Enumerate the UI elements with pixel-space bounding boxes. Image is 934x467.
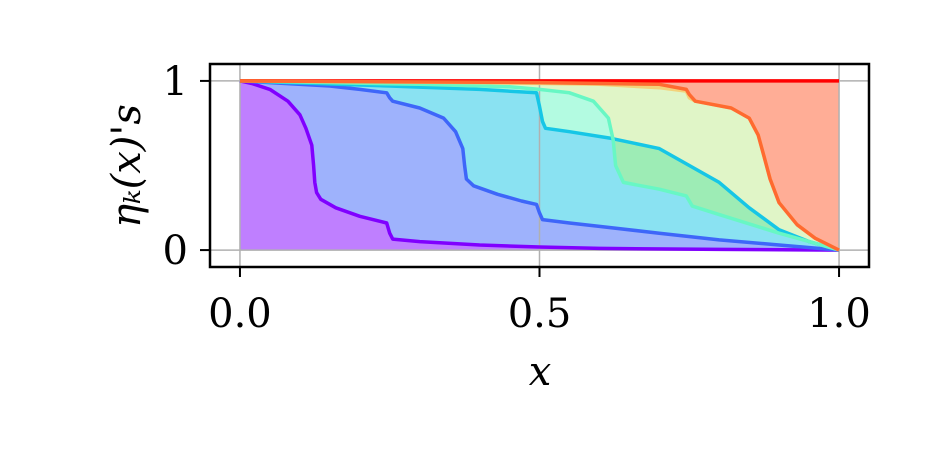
y-axis-label: ηₖ(x)'s <box>104 104 150 228</box>
series-line-4 <box>239 79 840 252</box>
band-1 <box>240 80 839 251</box>
x-tick-label: 0.0 <box>208 291 272 337</box>
band-6 <box>240 80 839 251</box>
x-tick-label: 0.5 <box>508 291 572 337</box>
x-tick-label: 1.0 <box>807 291 871 337</box>
series-line-3 <box>239 79 840 252</box>
plot-area <box>210 64 869 267</box>
x-axis-label: x <box>529 349 552 395</box>
series-line-1 <box>239 79 840 252</box>
tick-marks: 0.0 0.5 1.0 0 1 <box>163 59 871 337</box>
band-5 <box>240 80 839 251</box>
series-line-2 <box>239 79 840 252</box>
y-tick-label: 1 <box>163 59 188 105</box>
y-tick-label: 0 <box>163 228 188 274</box>
band-2 <box>240 80 839 251</box>
series-line-orange <box>239 79 840 252</box>
